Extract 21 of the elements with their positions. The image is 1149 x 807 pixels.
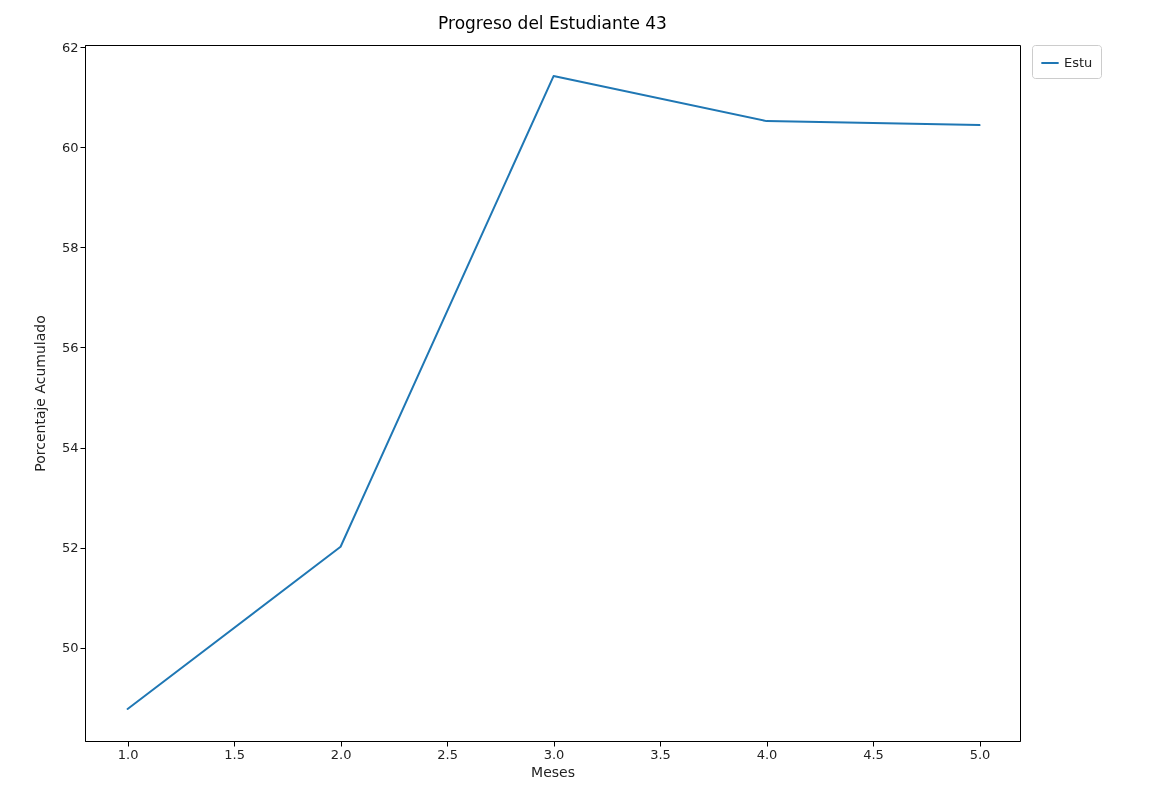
x-tick-label: 1.5: [224, 746, 245, 762]
x-tick-label: 4.5: [863, 746, 884, 762]
y-tick-label: 56: [61, 339, 79, 355]
y-tick-label: 62: [61, 39, 79, 55]
y-tick-label: 50: [61, 640, 79, 656]
y-tick-label: 54: [61, 440, 79, 456]
x-tick-label: 2.5: [437, 746, 458, 762]
x-tick-label: 4.0: [756, 746, 778, 762]
y-tick-label: 60: [61, 139, 79, 155]
x-axis-title: Meses: [531, 763, 575, 780]
chart-title: Progreso del Estudiante 43: [438, 13, 667, 33]
x-tick-label: 5.0: [969, 746, 991, 762]
x-tick-label: 3.0: [543, 746, 565, 762]
y-axis-title: Porcentaje Acumulado: [31, 315, 48, 472]
y-tick-label: 52: [61, 540, 79, 556]
x-tick-label: 1.0: [117, 746, 139, 762]
x-tick-label: 3.5: [650, 746, 671, 762]
line-series: [126, 75, 981, 710]
y-tick-label: 58: [61, 239, 79, 255]
legend-label: Estu: [1064, 55, 1093, 70]
x-tick-label: 2.0: [330, 746, 352, 762]
